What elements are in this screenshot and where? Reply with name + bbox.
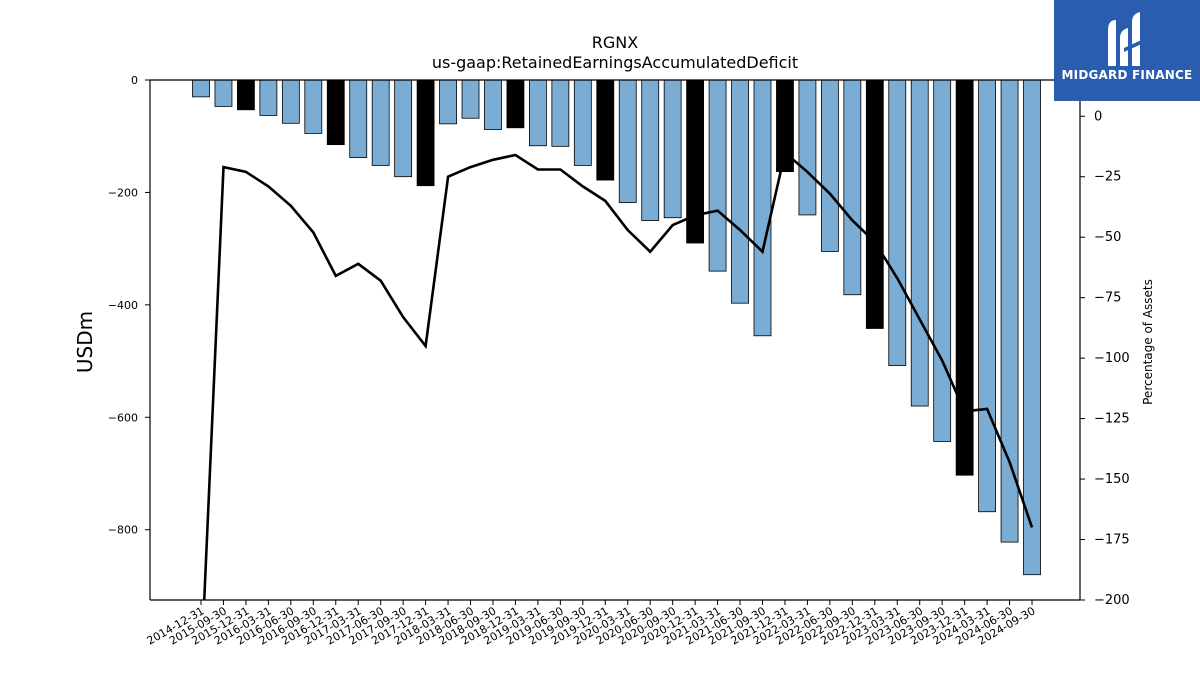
bar-2020-03-31 — [618, 79, 637, 203]
midgard-logo-icon — [1108, 12, 1146, 66]
bar-2019-03-31 — [529, 79, 547, 147]
axes-group: 0 −200 −400 −600 −800 0 −25 −50 −75 −100 −125 −150 −… — [108, 74, 1130, 648]
chart-title: RGNX — [592, 33, 638, 52]
line-group — [202, 150, 1034, 600]
bar-2023-09-30 — [933, 79, 952, 442]
y-tick-label: −400 — [108, 299, 138, 312]
bar-2022-03-31 — [798, 79, 817, 216]
y2-axis-label: Percentage of Assets — [1141, 279, 1155, 405]
bar-2020-09-30 — [663, 79, 682, 219]
bar-2016-03-31 — [259, 79, 278, 116]
bar-2020-06-30 — [641, 79, 660, 221]
bar-2021-03-31 — [708, 79, 727, 272]
y2-tick-label: −175 — [1094, 533, 1130, 548]
bar-2017-03-31 — [349, 79, 368, 158]
y2-tick-label: −125 — [1094, 412, 1130, 427]
bar-2021-09-30 — [753, 79, 772, 337]
bar-2015-09-30 — [214, 79, 233, 107]
bar-2017-12-31 — [416, 79, 435, 187]
bar-2015-12-31 — [237, 79, 255, 111]
y2-tick-label: −75 — [1094, 291, 1121, 306]
bar-2018-03-31 — [439, 79, 457, 125]
y2-tick-label: −100 — [1094, 351, 1130, 366]
bar-2023-12-31 — [955, 79, 974, 476]
y-tick-label: −800 — [108, 524, 138, 537]
y2-tick-label: −200 — [1094, 593, 1130, 608]
bar-2022-12-31 — [865, 79, 884, 329]
bar-2019-12-31 — [596, 79, 615, 181]
bar-2017-06-30 — [371, 79, 390, 166]
bar-2017-09-30 — [394, 79, 413, 178]
bar-2024-09-30 — [1023, 79, 1041, 576]
y-tick-label: −200 — [108, 186, 138, 199]
bar-2018-09-30 — [484, 79, 502, 130]
chart-subtitle: us-gaap:RetainedEarningsAccumulatedDefic… — [432, 53, 798, 72]
y2-tick-label: −150 — [1094, 472, 1130, 487]
brand-logo: MIDGARD FINANCE — [1054, 0, 1200, 101]
bar-2014-12-31 — [192, 79, 210, 98]
y-axis-label: USDm — [73, 311, 97, 373]
y2-tick-label: −50 — [1094, 230, 1121, 245]
bar-2016-12-31 — [326, 79, 345, 146]
bar-2024-06-30 — [1000, 79, 1019, 543]
bar-2019-09-30 — [573, 79, 592, 166]
bar-2023-03-31 — [888, 79, 907, 366]
bar-2019-06-30 — [551, 79, 570, 147]
y-tick-label: 0 — [131, 74, 138, 87]
bar-2022-09-30 — [843, 79, 862, 296]
bar-2022-06-30 — [820, 79, 839, 252]
bar-2021-06-30 — [731, 79, 749, 304]
bar-2016-09-30 — [304, 79, 323, 134]
y2-tick-label: 0 — [1094, 109, 1102, 124]
bar-2023-06-30 — [910, 79, 929, 407]
logo-text: MIDGARD FINANCE — [1061, 68, 1193, 82]
bar-2018-06-30 — [461, 79, 480, 119]
bar-2018-12-31 — [506, 79, 525, 129]
bar-2016-06-30 — [281, 79, 300, 124]
bar-2024-03-31 — [978, 79, 996, 513]
y-tick-label: −600 — [108, 411, 138, 424]
y2-tick-label: −25 — [1094, 170, 1121, 185]
percentage-line — [202, 150, 1034, 600]
bars-group — [192, 79, 1041, 576]
